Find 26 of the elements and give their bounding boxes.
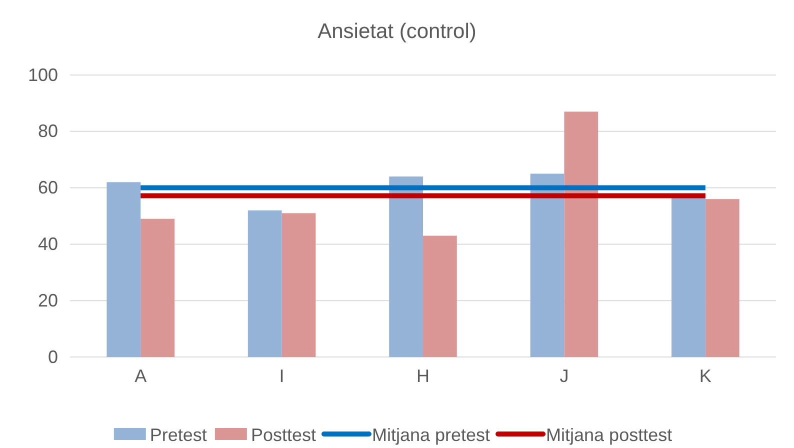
y-tick-label: 0 bbox=[48, 346, 58, 367]
bar bbox=[564, 112, 598, 357]
y-tick-label: 20 bbox=[38, 290, 58, 310]
legend-label: Posttest bbox=[250, 425, 316, 445]
legend-label: Pretest bbox=[150, 425, 207, 445]
x-tick-label: A bbox=[134, 366, 147, 386]
bar bbox=[530, 174, 564, 357]
legend-label: Mitjana posttest bbox=[546, 425, 672, 445]
bar bbox=[389, 176, 423, 357]
bar bbox=[423, 236, 457, 357]
bar bbox=[140, 218, 174, 357]
y-tick-label: 60 bbox=[38, 178, 58, 198]
y-tick-label: 100 bbox=[28, 64, 58, 85]
x-tick-label: I bbox=[279, 366, 284, 386]
y-tick-label: 40 bbox=[38, 234, 58, 254]
bar bbox=[672, 196, 706, 357]
y-tick-label: 80 bbox=[38, 121, 58, 142]
legend-label: Mitjana pretest bbox=[372, 425, 490, 445]
x-tick-label: H bbox=[416, 366, 430, 386]
x-tick-label: J bbox=[560, 366, 569, 386]
bar bbox=[705, 199, 740, 357]
bar bbox=[248, 210, 282, 357]
x-tick-label: K bbox=[699, 366, 712, 386]
chart-title: Ansietat (control) bbox=[318, 20, 476, 43]
bar bbox=[106, 182, 141, 357]
bar bbox=[282, 213, 316, 357]
